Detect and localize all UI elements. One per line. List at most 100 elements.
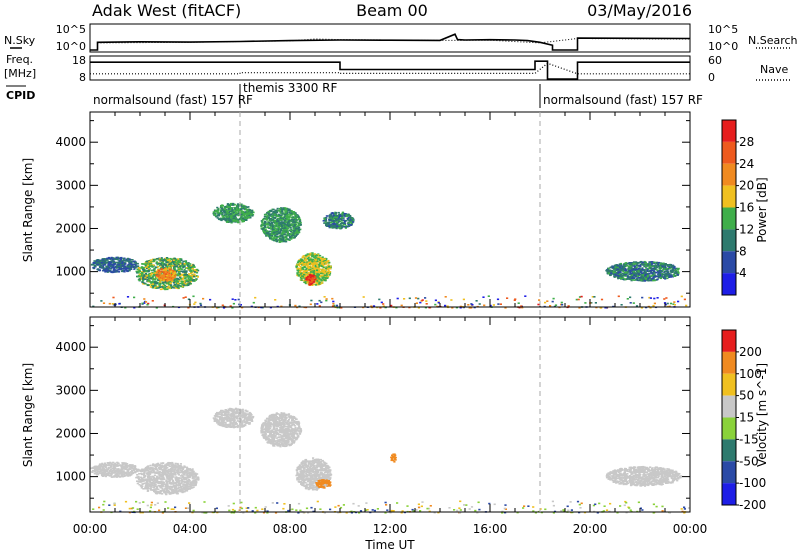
- scatter-cell: [107, 264, 110, 267]
- scatter-cell: [316, 283, 319, 286]
- scatter-cell: [317, 266, 320, 268]
- scatter-cell: [309, 258, 312, 261]
- scatter-cell: [651, 274, 654, 277]
- scatter-cell: [129, 261, 132, 264]
- scatter-cell: [285, 240, 288, 243]
- scatter-cell: [265, 218, 268, 220]
- scatter-cell: [664, 273, 667, 276]
- scatter-cell: [263, 221, 266, 224]
- scatter-cell: [278, 226, 281, 229]
- scatter-cell: [554, 304, 558, 306]
- scatter-cell: [270, 233, 274, 235]
- scatter-cell: [614, 267, 617, 269]
- scatter-cell: [274, 222, 277, 224]
- scatter-cell: [136, 268, 139, 271]
- scatter-cell: [202, 297, 205, 300]
- scatter-cell: [272, 216, 275, 219]
- scatter-cell: [169, 279, 172, 282]
- scatter-cell: [324, 259, 327, 262]
- scatter-cell: [160, 261, 163, 264]
- scatter-cell: [322, 260, 325, 262]
- scatter-cell: [614, 273, 617, 275]
- scatter-cell: [112, 271, 115, 274]
- scatter-cell: [94, 262, 97, 265]
- scatter-cell: [225, 215, 228, 217]
- scatter-cell: [104, 463, 108, 466]
- scatter-cell: [657, 276, 660, 279]
- scatter-cell: [325, 222, 328, 225]
- scatter-cell: [328, 221, 331, 224]
- scatter-cell: [231, 307, 234, 309]
- scatter-cell: [347, 213, 350, 216]
- scatter-cell: [619, 276, 622, 278]
- scatter-cell: [311, 275, 314, 277]
- scatter-cell: [277, 220, 280, 223]
- scatter-cell: [617, 274, 620, 276]
- scatter-cell: [126, 266, 129, 268]
- scatter-cell: [599, 307, 602, 309]
- scatter-cell: [310, 271, 313, 273]
- scatter-cell: [98, 261, 101, 263]
- scatter-cell: [329, 217, 332, 219]
- scatter-cell: [499, 303, 502, 305]
- scatter-cell: [311, 268, 314, 271]
- scatter-cell: [168, 286, 171, 289]
- scatter-cell: [304, 276, 307, 278]
- scatter-cell: [287, 221, 290, 224]
- scatter-cell: [336, 225, 339, 228]
- scatter-cell: [229, 214, 232, 216]
- scatter-cell: [282, 224, 285, 226]
- scatter-cell: [278, 214, 281, 217]
- scatter-cell: [151, 283, 155, 285]
- scatter-cell: [285, 210, 288, 213]
- scatter-cell: [153, 274, 156, 276]
- scatter-cell: [280, 229, 283, 232]
- scatter-cell: [299, 219, 302, 221]
- scatter-cell: [199, 304, 203, 307]
- scatter-cell: [635, 266, 638, 269]
- scatter-cell: [546, 300, 549, 302]
- scatter-cell: [647, 267, 650, 270]
- scatter-cell: [240, 207, 243, 209]
- scatter-cell: [244, 208, 247, 211]
- scatter-cell: [192, 275, 195, 278]
- scatter-cell: [382, 305, 385, 307]
- scatter-cell: [229, 208, 232, 210]
- scatter-cell: [669, 267, 672, 269]
- scatter-cell: [645, 265, 648, 268]
- scatter-cell: [379, 307, 382, 309]
- scatter-cell: [239, 212, 242, 214]
- scatter-cell: [162, 271, 165, 274]
- scatter-cell: [169, 260, 172, 262]
- scatter-cell: [100, 300, 103, 302]
- scatter-cell: [642, 277, 645, 279]
- scatter-cell: [650, 279, 653, 282]
- scatter-cell: [271, 218, 274, 221]
- scatter-cell: [293, 213, 297, 216]
- scatter-cell: [648, 276, 651, 278]
- scatter-cell: [217, 210, 220, 212]
- scatter-cell: [240, 208, 243, 210]
- scatter-cell: [343, 214, 346, 217]
- scatter-cell: [281, 234, 284, 237]
- scatter-cell: [272, 227, 275, 229]
- noise-left-tick-bottom: 10^0: [56, 40, 86, 53]
- scatter-cell: [675, 272, 678, 274]
- scatter-cell: [290, 218, 293, 221]
- scatter-cell: [176, 273, 179, 275]
- scatter-cell: [620, 264, 623, 266]
- scatter-cell: [552, 297, 555, 300]
- nsky-label: N.Sky: [4, 34, 36, 47]
- scatter-cell: [306, 281, 309, 284]
- scatter-cell: [176, 280, 179, 283]
- scatter-cell: [288, 211, 291, 214]
- scatter-cell: [188, 273, 191, 275]
- scatter-cell: [329, 271, 332, 273]
- scatter-cell: [122, 257, 125, 260]
- scatter-cell: [122, 475, 125, 478]
- scatter-cell: [605, 306, 608, 309]
- scatter-cell: [459, 306, 462, 309]
- scatter-cell: [283, 239, 287, 241]
- scatter-cell: [236, 203, 240, 205]
- scatter-cell: [166, 257, 169, 259]
